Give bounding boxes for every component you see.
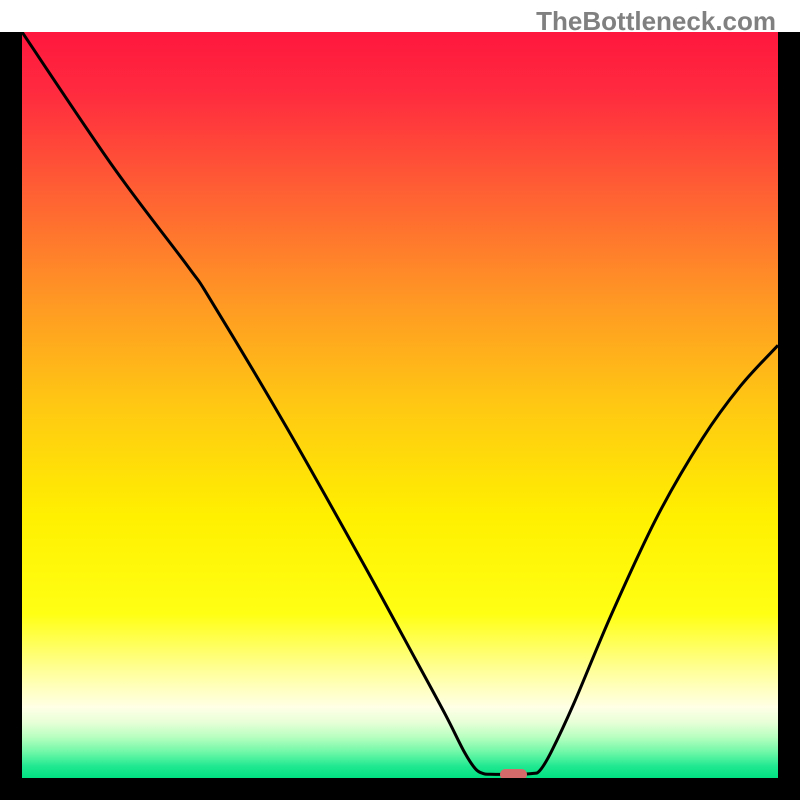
right-border: [778, 0, 800, 800]
plot-area: [22, 32, 778, 778]
bottom-border: [0, 778, 800, 800]
chart-container: TheBottleneck.com: [0, 0, 800, 800]
left-border: [0, 0, 22, 800]
watermark-text: TheBottleneck.com: [536, 6, 776, 37]
curve-line: [22, 32, 778, 778]
